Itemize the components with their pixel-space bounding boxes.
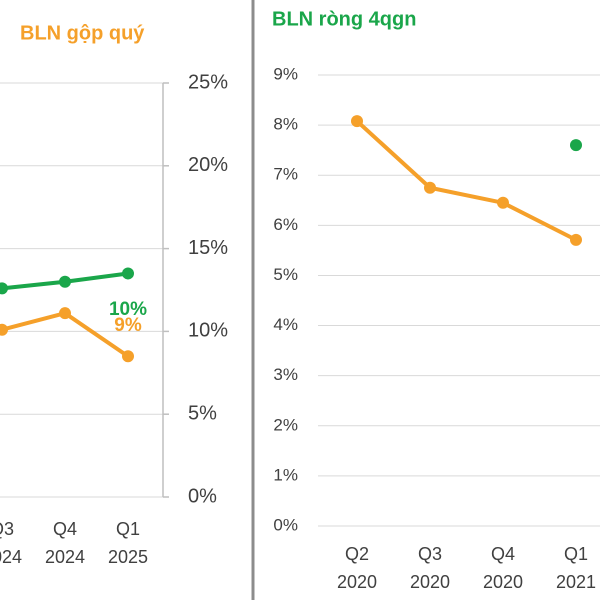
y-tick-label: 1% [273, 465, 298, 484]
x-tick-label: 2024 [45, 547, 85, 567]
data-point [59, 307, 71, 320]
y-tick-label: 7% [273, 165, 298, 184]
series-line [355, 119, 577, 242]
y-tick-label: 8% [273, 115, 298, 134]
x-tick-label: Q4 [491, 544, 515, 564]
chart-title: BLN gộp quý [20, 22, 145, 44]
chart-title: BLN ròng 4qgn [272, 8, 416, 30]
x-tick-label: 2020 [410, 572, 450, 592]
x-tick-label: Q3 [418, 544, 442, 564]
y2-tick-label: 5% [188, 402, 217, 424]
y-tick-label: 3% [273, 365, 298, 384]
annotation: 9% [114, 315, 142, 336]
data-point [122, 350, 134, 363]
data-point [0, 282, 8, 295]
y2-tick-label: 15% [188, 237, 228, 259]
data-point [570, 233, 582, 246]
y-tick-label: 2% [273, 415, 298, 434]
data-point [59, 275, 71, 288]
x-tick-label: Q2 [345, 544, 369, 564]
y-tick-label: 0% [273, 515, 298, 534]
y2-tick-label: 10% [188, 320, 228, 342]
x-tick-label: 2020 [483, 572, 523, 592]
x-tick-label: Q1 [564, 544, 588, 564]
x-tick-label: 2021 [556, 572, 596, 592]
data-point [424, 181, 436, 194]
data-point [570, 139, 582, 152]
data-point [122, 267, 134, 280]
x-tick-label: 2024 [0, 547, 22, 567]
data-point [497, 196, 509, 209]
data-point [0, 323, 8, 336]
x-tick-label: 2020 [337, 572, 377, 592]
x-tick-label: Q1 [116, 519, 140, 539]
y-tick-label: 4% [273, 315, 298, 334]
x-tick-label: Q3 [0, 519, 14, 539]
y2-tick-label: 20% [188, 154, 228, 176]
annotation: 10% [109, 299, 147, 320]
y-tick-label: 6% [273, 215, 298, 234]
data-point [351, 115, 363, 128]
y-tick-label: 5% [273, 265, 298, 284]
x-tick-label: 2025 [108, 547, 148, 567]
x-tick-label: Q4 [53, 519, 77, 539]
y2-tick-label: 25% [188, 71, 228, 93]
y-tick-label: 9% [273, 64, 298, 83]
y2-tick-label: 0% [188, 485, 217, 507]
